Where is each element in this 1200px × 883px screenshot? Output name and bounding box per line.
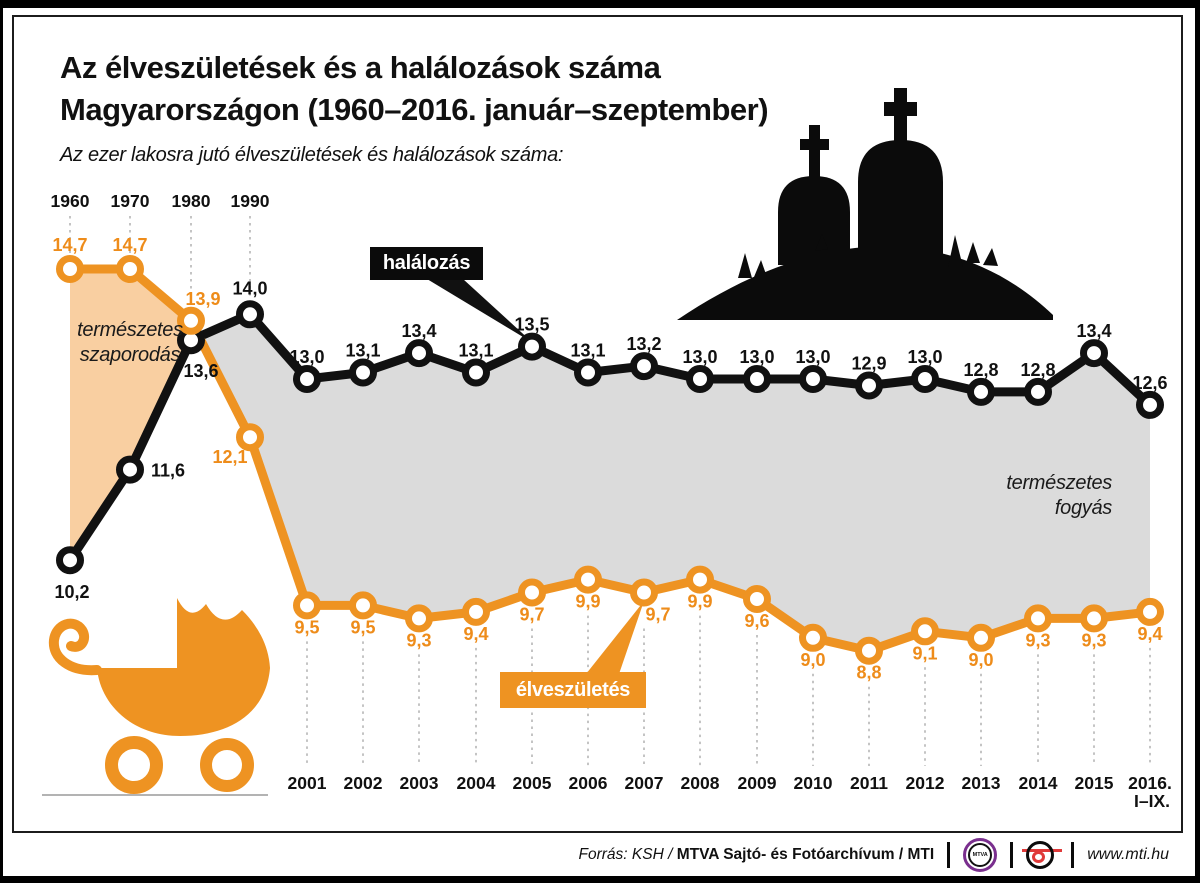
svg-text:11,6: 11,6 (151, 461, 185, 481)
natural-decrease-label: természetes fogyás (1006, 472, 1112, 519)
svg-text:9,6: 9,6 (744, 611, 769, 631)
svg-text:12,8: 12,8 (963, 360, 998, 380)
svg-text:13,0: 13,0 (795, 347, 830, 367)
svg-text:13,0: 13,0 (289, 347, 324, 367)
svg-text:2004: 2004 (457, 773, 496, 793)
title-line1: Az élveszületések és a halálozások száma (60, 50, 661, 85)
top-border-bar (0, 0, 1200, 8)
svg-text:2009: 2009 (738, 773, 777, 793)
svg-text:1990: 1990 (231, 191, 270, 211)
footer-separator (947, 841, 951, 868)
svg-text:1960: 1960 (51, 191, 90, 211)
svg-text:I–IX.: I–IX. (1134, 791, 1170, 811)
svg-text:12,9: 12,9 (851, 354, 886, 374)
svg-text:2010: 2010 (794, 773, 833, 793)
page-title: Az élveszületések és a halálozások száma… (60, 47, 769, 131)
svg-text:1970: 1970 (111, 191, 150, 211)
svg-text:9,3: 9,3 (1081, 630, 1106, 650)
svg-text:9,3: 9,3 (1025, 630, 1050, 650)
svg-text:12,6: 12,6 (1132, 373, 1167, 393)
svg-text:9,0: 9,0 (968, 650, 993, 670)
svg-text:13,1: 13,1 (458, 341, 493, 361)
svg-text:9,4: 9,4 (1137, 624, 1162, 644)
svg-text:9,7: 9,7 (645, 605, 670, 625)
page-subtitle: Az ezer lakosra jutó élveszületések és h… (60, 144, 564, 166)
svg-text:2011: 2011 (850, 773, 888, 793)
svg-text:13,9: 13,9 (185, 289, 220, 309)
svg-text:2002: 2002 (344, 773, 383, 793)
births-callout-pointer (586, 601, 644, 674)
svg-text:13,1: 13,1 (570, 341, 605, 361)
svg-text:2001: 2001 (288, 773, 327, 793)
baby-carriage-icon (48, 598, 270, 794)
guide-dashes (69, 216, 1151, 766)
births-series-callout: élveszületés (500, 672, 646, 708)
svg-text:2005: 2005 (513, 773, 552, 793)
natural-decrease-area (199, 314, 1150, 651)
svg-text:9,4: 9,4 (463, 624, 488, 644)
left-border-bar (0, 0, 3, 883)
tombstone-icon (677, 88, 1053, 320)
svg-text:9,9: 9,9 (575, 592, 600, 612)
svg-text:2013: 2013 (962, 773, 1001, 793)
chart-fill-areas (70, 269, 1150, 651)
right-border-bar (1195, 0, 1200, 883)
svg-text:13,2: 13,2 (626, 334, 661, 354)
svg-text:2007: 2007 (625, 773, 664, 793)
svg-text:13,5: 13,5 (514, 315, 549, 335)
svg-text:2008: 2008 (681, 773, 720, 793)
svg-text:9,0: 9,0 (800, 650, 825, 670)
natural-increase-area (70, 269, 199, 561)
svg-text:2015: 2015 (1075, 773, 1114, 793)
svg-text:2014: 2014 (1019, 773, 1058, 793)
svg-text:13,4: 13,4 (1076, 321, 1111, 341)
svg-text:13,4: 13,4 (401, 321, 436, 341)
svg-text:2006: 2006 (569, 773, 608, 793)
svg-text:14,7: 14,7 (112, 235, 147, 255)
svg-text:13,1: 13,1 (345, 341, 380, 361)
source-credit: Forrás: KSH / MTVA Sajtó- és Fotóarchívu… (578, 845, 935, 863)
natural-increase-label: természetes szaporodás (77, 319, 183, 366)
svg-text:12,8: 12,8 (1020, 360, 1055, 380)
svg-text:2003: 2003 (400, 773, 439, 793)
svg-text:13,0: 13,0 (682, 347, 717, 367)
svg-text:13,0: 13,0 (907, 347, 942, 367)
footer-separator (1010, 841, 1014, 868)
deaths-markers (56, 300, 1164, 575)
svg-text:9,9: 9,9 (687, 592, 712, 612)
svg-text:2016.: 2016. (1128, 773, 1172, 793)
deaths-callout-pointer (427, 279, 533, 343)
deaths-value-labels: 10,2 11,6 13,6 14,0 13,0 13,1 13,4 13,1 13,5 13,1… (54, 278, 1167, 602)
bottom-border-bar (0, 876, 1200, 883)
svg-text:10,2: 10,2 (54, 582, 89, 602)
svg-text:12,1: 12,1 (212, 447, 247, 467)
svg-text:2012: 2012 (906, 773, 945, 793)
title-line2: Magyarországon (1960–2016. január–szepte… (60, 92, 769, 127)
births-value-labels: 14,7 14,7 13,9 12,1 9,5 9,5 9,3 9,4 9,7 9,9 9,7 9,9… (52, 235, 1162, 683)
svg-text:14,0: 14,0 (232, 278, 267, 298)
mti-logo-icon (1022, 839, 1063, 871)
svg-text:13,6: 13,6 (183, 361, 218, 381)
svg-text:9,5: 9,5 (350, 617, 375, 637)
svg-text:9,3: 9,3 (406, 630, 431, 650)
births-markers (56, 255, 1164, 665)
deaths-series-callout: halálozás (370, 247, 483, 280)
svg-text:8,8: 8,8 (856, 663, 881, 683)
footer: Forrás: KSH / MTVA Sajtó- és Fotóarchívu… (12, 834, 1183, 875)
svg-text:9,1: 9,1 (912, 643, 937, 663)
svg-text:1980: 1980 (172, 191, 211, 211)
svg-text:14,7: 14,7 (52, 235, 87, 255)
footer-separator (1071, 841, 1075, 868)
website-url: www.mti.hu (1087, 845, 1169, 863)
svg-text:9,7: 9,7 (519, 605, 544, 625)
year-labels: 1960 1970 1980 1990 2001 2002 2003 2004 2005 2006… (51, 191, 1172, 811)
svg-text:13,0: 13,0 (739, 347, 774, 367)
mtva-logo-icon: MTVA (963, 837, 998, 872)
svg-text:9,5: 9,5 (294, 617, 319, 637)
